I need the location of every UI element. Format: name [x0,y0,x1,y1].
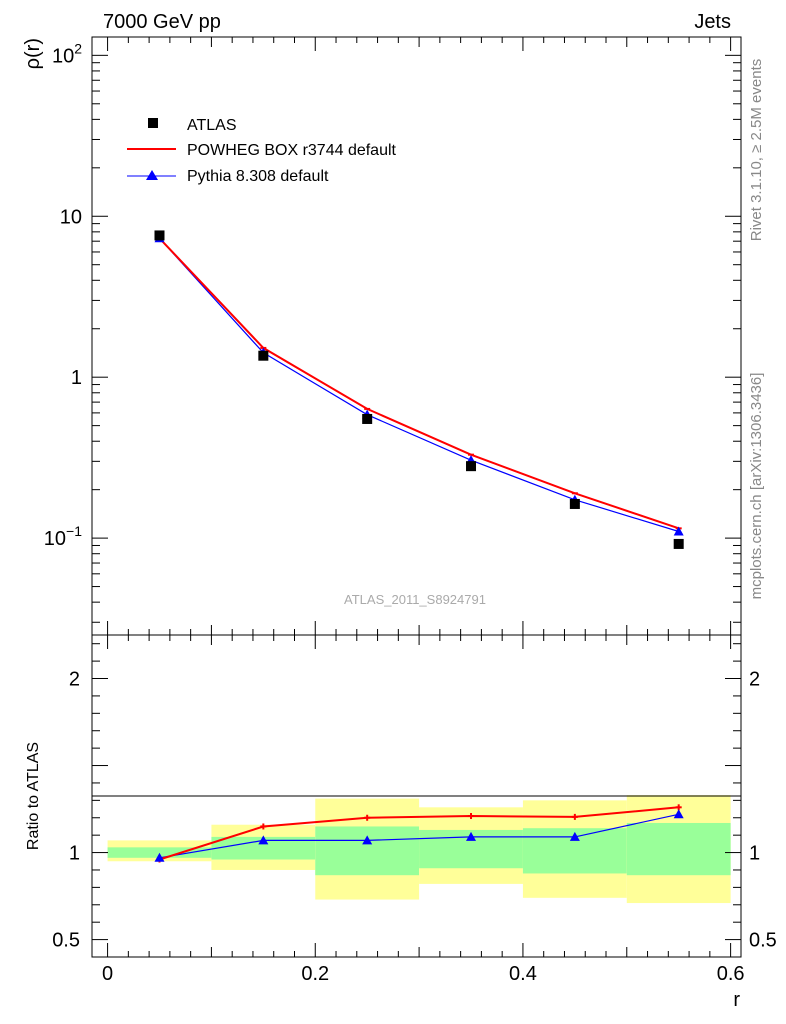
ratio-y-axis-label: Ratio to ATLAS [25,742,42,850]
ratio-pythia-point [362,835,373,845]
main-y-tick-label: 10 [60,206,82,228]
legend-marker-atlas [148,118,158,128]
main-y-tick-label: 10−1 [44,523,82,550]
legend-label-powheg: POWHEG BOX r3744 default [187,142,397,159]
legend-label-pythia: Pythia 8.308 default [187,168,329,185]
main-panel: 102 10 1 10−1 ρ(r) ATLAS_2011_S8924791 ATLA… [22,36,742,636]
analysis-id-label: ATLAS_2011_S8924791 [344,592,486,607]
main-y-tick-label: 1 [71,367,82,389]
ratio-pythia-point [569,831,580,841]
legend-marker-pythia [146,170,158,180]
rivet-version-label: Rivet 3.1.10, ≥ 2.5M events [748,59,765,242]
atlas-point [569,498,580,509]
atlas-point [362,413,373,424]
ratio-pythia-point [154,852,165,862]
ratio-y-tick-label-right: 0.5 [749,930,777,952]
ratio-y-tick-label-left: 1 [69,843,80,865]
ratio-y-tick-label-left: 2 [69,669,80,691]
ratio-pythia-point [258,835,269,845]
pythia-line [159,237,679,533]
legend-label-atlas: ATLAS [187,117,237,134]
header-left-title: 7000 GeV pp [103,11,221,33]
ratio-powheg-line [159,806,679,861]
pythia-point [673,526,684,536]
ratio-band-inner [315,826,420,876]
ratio-pythia-point [673,809,684,819]
main-y-tick-label: 102 [52,40,82,67]
atlas-point [466,461,477,472]
ratio-band-inner [107,847,212,858]
x-tick-label: 0.6 [717,963,745,985]
ratio-panel: 0 0.2 0.4 0.60.5 0.51 12 2 Ratio to ATLAS r [25,634,777,1011]
atlas-point [258,350,269,361]
x-tick-label: 0 [102,963,113,985]
source-label: mcplots.cern.ch [arXiv:1306.3436] [748,373,765,600]
atlas-point [673,538,684,549]
ratio-y-tick-label-right: 2 [749,669,760,691]
x-axis-label: r [733,989,740,1011]
x-tick-label: 0.2 [301,963,329,985]
legend: ATLAS POWHEG BOX r3744 default Pythia 8.… [127,117,397,185]
ratio-pythia-line [159,813,679,859]
ratio-y-tick-label-right: 1 [749,843,760,865]
x-tick-label: 0.4 [509,963,537,985]
ratio-y-tick-label-left: 0.5 [52,930,80,952]
header-right-title: Jets [694,11,731,33]
ratio-band-inner [211,836,316,860]
atlas-point [154,230,165,241]
ratio-pythia-point [466,831,477,841]
powheg-line [158,237,680,530]
main-y-axis-label: ρ(r) [22,38,44,69]
ratio-band-inner [626,822,731,876]
ratio-panel-frame [91,634,742,958]
